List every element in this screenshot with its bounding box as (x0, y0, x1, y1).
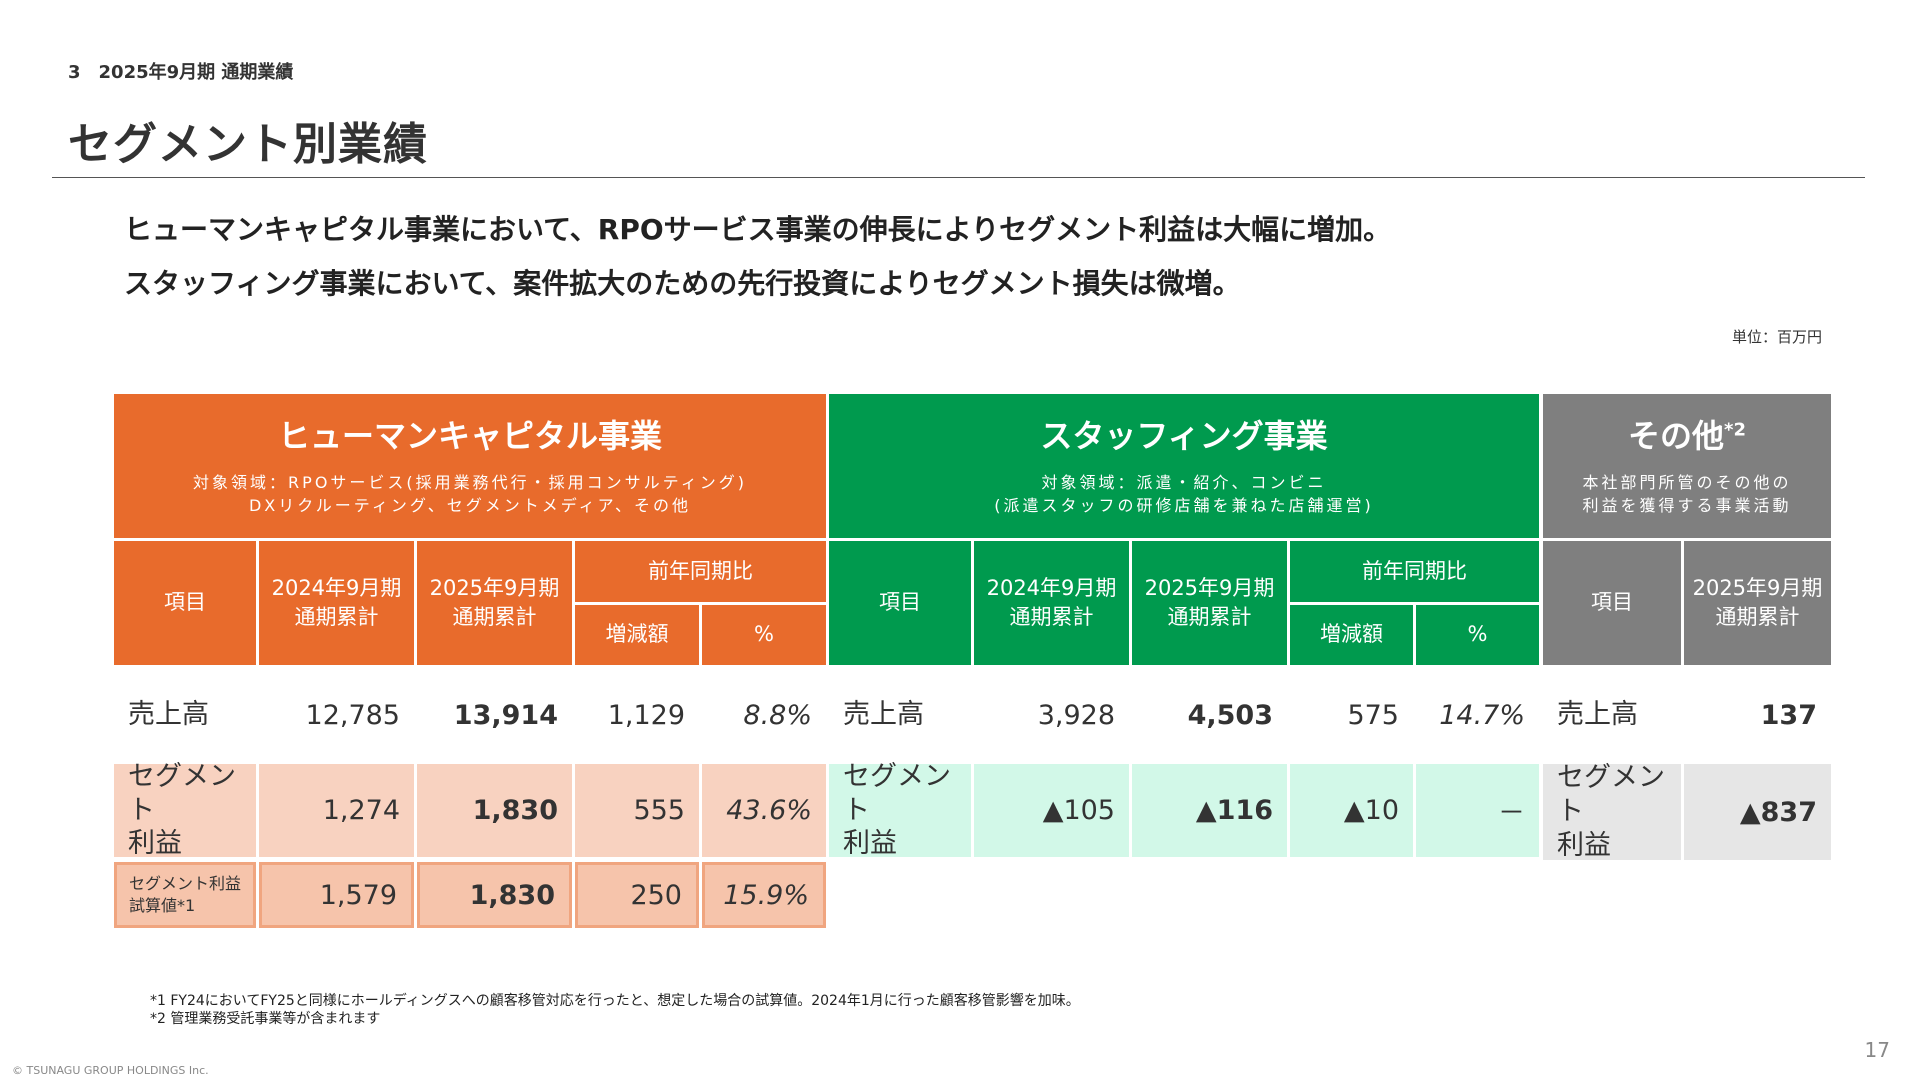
copyright: © TSUNAGU GROUP HOLDINGS Inc. (12, 1064, 209, 1077)
segment-desc-other-1: 本社部門所管のその他の (1582, 473, 1792, 493)
st-profit-fy24: ▲105 (974, 764, 1129, 857)
col-yoy-st: 前年同期比 (1290, 541, 1539, 602)
segment-title-other-note: *2 (1724, 419, 1746, 441)
st-profit-diff: ▲10 (1290, 764, 1413, 857)
col-fy25-hc: 2025年9月期 通期累計 (417, 541, 572, 665)
segment-desc-human-capital-1: 対象領域：RPOサービス(採用業務代行・採用コンサルティング) (193, 473, 747, 493)
row-sales-label-ot: 売上高 (1557, 699, 1638, 731)
col-pct-hc: % (702, 605, 826, 665)
col-item-st: 項目 (829, 541, 971, 665)
hc-trial-pct: 15.9% (702, 862, 826, 928)
unit-label: 単位：百万円 (1731, 328, 1822, 346)
hc-profit-fy24: 1,274 (259, 764, 414, 857)
page-number: 17 (1864, 1038, 1890, 1062)
segment-title-staffing: スタッフィング事業 (1040, 417, 1328, 456)
col-item-ot: 項目 (1543, 541, 1681, 665)
col-pct-st: % (1416, 605, 1539, 665)
segment-header-staffing: スタッフィング事業 対象領域：派遣・紹介、コンビニ (派遣スタッフの研修店舗を兼… (829, 394, 1539, 538)
st-sales-fy25: 4,503 (1187, 699, 1273, 731)
row-sales-label-hc: 売上高 (128, 699, 209, 731)
lead-text-2: スタッフィング事業において、案件拡大のための先行投資によりセグメント損失は微増。 (124, 267, 1241, 300)
hc-sales-diff: 1,129 (607, 699, 685, 731)
row-profit-label-st: セグメント 利益 (829, 761, 971, 859)
col-fy24-hc: 2024年9月期 通期累計 (259, 541, 414, 665)
hc-trial-fy24: 1,579 (259, 862, 414, 928)
footnote-1: *1 FY24においてFY25と同様にホールディングスへの顧客移管対応を行ったと… (150, 993, 1080, 1009)
title-divider (52, 177, 1865, 178)
row-profit-label-hc: セグメント 利益 (114, 761, 256, 859)
col-diff-hc: 増減額 (575, 605, 699, 665)
st-profit-fy25: ▲116 (1132, 764, 1287, 857)
hc-sales-pct: 8.8% (743, 699, 812, 731)
hc-sales-fy25: 13,914 (453, 699, 558, 731)
segment-desc-human-capital-2: DXリクルーティング、セグメントメディア、その他 (248, 495, 691, 515)
st-sales-pct: 14.7% (1439, 699, 1525, 731)
st-sales-diff: 575 (1347, 699, 1399, 731)
col-fy25-st: 2025年9月期 通期累計 (1132, 541, 1287, 665)
hc-profit-diff: 555 (575, 764, 699, 857)
segment-header-other: その他*2 本社部門所管のその他の 利益を獲得する事業活動 (1543, 394, 1831, 538)
lead-text-1: ヒューマンキャピタル事業において、RPOサービス事業の伸長によりセグメント利益は… (124, 213, 1392, 246)
col-yoy-hc: 前年同期比 (575, 541, 826, 602)
page-title: セグメント別業績 (68, 119, 428, 170)
footnote-2: *2 管理業務受託事業等が含まれます (150, 1011, 381, 1027)
col-diff-st: 増減額 (1290, 605, 1413, 665)
hc-profit-pct: 43.6% (702, 764, 826, 857)
segment-header-human-capital: ヒューマンキャピタル事業 対象領域：RPOサービス(採用業務代行・採用コンサルテ… (114, 394, 826, 538)
segment-desc-other-2: 利益を獲得する事業活動 (1582, 495, 1792, 515)
segment-desc-staffing-2: (派遣スタッフの研修店舗を兼ねた店舗運営) (994, 495, 1374, 515)
row-trial-label-hc: セグメント利益 試算値*1 (114, 862, 256, 928)
col-fy25-ot: 2025年9月期 通期累計 (1684, 541, 1831, 665)
row-profit-label-ot: セグメント 利益 (1543, 762, 1681, 861)
row-sales-label-st: 売上高 (843, 699, 924, 731)
hc-trial-fy25: 1,830 (417, 862, 572, 928)
segment-title-other: その他 (1628, 417, 1725, 456)
hc-trial-diff: 250 (575, 862, 699, 928)
col-item-hc: 項目 (114, 541, 256, 665)
st-profit-pct: － (1416, 764, 1539, 857)
segment-title-human-capital: ヒューマンキャピタル事業 (277, 417, 662, 456)
ot-profit-fy25: ▲837 (1684, 764, 1831, 860)
st-sales-fy24: 3,928 (1037, 699, 1115, 731)
segment-desc-staffing-1: 対象領域：派遣・紹介、コンビニ (1041, 473, 1327, 493)
section-heading: 3 2025年9月期 通期業績 (68, 62, 294, 83)
hc-profit-fy25: 1,830 (417, 764, 572, 857)
hc-sales-fy24: 12,785 (305, 699, 400, 731)
col-fy24-st: 2024年9月期 通期累計 (974, 541, 1129, 665)
ot-sales-fy25: 137 (1760, 699, 1817, 731)
